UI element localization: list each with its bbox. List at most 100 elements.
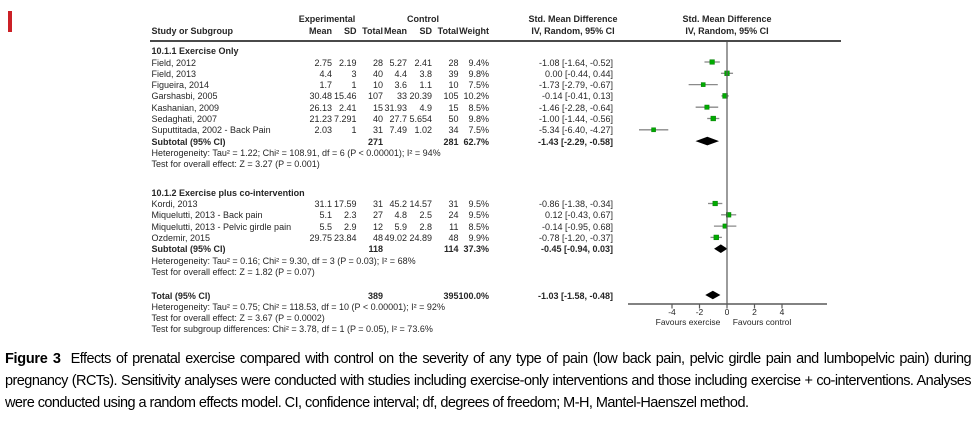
cell-mean2: 45.2 [389, 199, 407, 209]
cell-weight: 100.0% [458, 290, 489, 301]
cell-total1: 10 [372, 80, 383, 91]
cell-mean1: 26.13 [309, 102, 332, 113]
study-name: Ozdemir, 2015 [151, 232, 211, 243]
cell-mean2: 3.6 [394, 80, 407, 91]
study-name: Miquelutti, 2013 - Pelvic girdle pain [151, 221, 292, 232]
cell-sd1: 23.84 [333, 232, 357, 243]
cell-mean1: 31.1 [314, 199, 332, 209]
cell-weight: 9.8% [468, 68, 489, 79]
header-rule [150, 40, 841, 42]
axis-tick-label: -2 [695, 307, 704, 317]
cell-sd2: 24.89 [409, 232, 432, 243]
point-estimate-square [722, 223, 728, 229]
point-estimate-square [700, 82, 706, 87]
axis-tick-label: 0 [724, 307, 730, 317]
cell-total2: 15 [448, 102, 459, 113]
cell-ci_text: -5.34 [-6.40, -4.27] [538, 125, 613, 136]
cell-mean2: 4.4 [394, 68, 407, 79]
cell-ci_text: -0.86 [-1.38, -0.34] [538, 199, 613, 209]
point-estimate-square [724, 70, 730, 76]
header-mean2: Mean [383, 26, 407, 36]
subtotal-label: Subtotal (95% CI) [151, 244, 226, 255]
axis-tick-label: -4 [668, 307, 676, 317]
cell-mean2: 5.9 [394, 221, 407, 232]
cell-sd2: 3.8 [419, 68, 432, 79]
cell-mean2: 4.8 [394, 210, 407, 221]
header-smd-left: Std. Mean Difference [528, 14, 618, 24]
cell-sd1: 2.19 [338, 57, 357, 68]
cell-total1: 28 [372, 57, 383, 68]
header-weight: Weight [459, 26, 489, 36]
cell-total2: 34 [448, 125, 459, 136]
cell-mean1: 21.23 [309, 114, 332, 124]
cell-sd2: 14.57 [409, 199, 432, 209]
cell-total1: 48 [372, 232, 383, 243]
favours-exercise-label: Favours exercise [655, 317, 721, 327]
cell-total1: 389 [367, 290, 383, 301]
heterogeneity-note: Heterogeneity: Tau² = 1.22; Chi² = 108.9… [151, 148, 441, 158]
study-name: Sedaghati, 2007 [151, 114, 218, 124]
header-total1: Total [362, 26, 383, 36]
cell-total1: 40 [372, 68, 383, 79]
cell-total2: 31 [448, 199, 459, 209]
cell-weight: 9.8% [468, 114, 489, 124]
cell-mean2: 33 [396, 91, 407, 102]
study-name: Garshasbi, 2005 [151, 91, 218, 102]
cell-weight: 9.5% [468, 210, 489, 221]
cell-total1: 31 [372, 199, 383, 209]
group-header: 10.1.1 Exercise Only [151, 46, 239, 56]
cell-ci_text: -1.73 [-2.79, -0.67] [538, 80, 613, 91]
header-control: Control [407, 14, 439, 24]
cell-ci_text: -0.78 [-1.20, -0.37] [538, 232, 613, 243]
cell-total2: 395 [443, 290, 459, 301]
axis-tick-label: 2 [752, 307, 757, 317]
subtotal-label: Subtotal (95% CI) [151, 136, 226, 147]
overall-effect-note: Test for overall effect: Z = 3.67 (P = 0… [151, 312, 325, 323]
cell-sd2: 2.8 [419, 221, 432, 232]
cell-sd1: 17.59 [333, 199, 357, 209]
header-mean1: Mean [308, 26, 332, 36]
cell-weight: 9.9% [468, 232, 489, 243]
cell-mean2: 5.27 [389, 57, 407, 68]
point-estimate-square [651, 127, 656, 133]
cell-total2: 105 [443, 91, 459, 102]
study-name: Suputtitada, 2002 - Back Pain [151, 125, 271, 136]
cell-mean1: 2.03 [314, 125, 332, 136]
point-estimate-square [710, 115, 716, 122]
overall-effect-note: Test for overall effect: Z = 3.27 (P = 0… [151, 159, 320, 170]
cell-ci_text: -0.45 [-0.94, 0.03] [540, 244, 613, 255]
cell-mean2: 49.02 [384, 232, 407, 243]
favours-control-label: Favours control [732, 317, 792, 327]
cell-total2: 281 [443, 136, 459, 147]
cell-ci_text: -0.14 [-0.95, 0.68] [541, 221, 613, 232]
header-sd2: SD [419, 26, 432, 36]
cell-weight: 9.5% [468, 199, 489, 209]
cell-total2: 28 [448, 57, 459, 68]
header-experimental: Experimental [298, 14, 356, 24]
cell-ci_text: -0.14 [-0.41, 0.13] [541, 91, 613, 102]
figure-caption-text: Effects of prenatal exercise compared wi… [5, 351, 972, 411]
cell-mean1: 30.48 [309, 91, 332, 102]
cell-total2: 24 [448, 210, 459, 221]
cell-ci_text: -1.00 [-1.44, -0.56] [538, 114, 613, 124]
point-estimate-square [722, 93, 728, 99]
point-estimate-square [712, 200, 718, 207]
cell-mean2: 27.7 [389, 114, 407, 124]
header-smd-right: Std. Mean Difference [682, 14, 772, 24]
point-estimate-square [709, 59, 715, 65]
cell-ci_text: 0.00 [-0.44, 0.44] [544, 68, 613, 79]
red-margin-mark [8, 11, 12, 32]
study-name: Field, 2012 [151, 57, 197, 68]
study-name: Figueira, 2014 [151, 80, 210, 91]
cell-mean1: 1.7 [319, 80, 332, 91]
figure-caption: Figure 3 Effects of prenatal exercise com… [5, 348, 972, 414]
cell-sd1: 1 [351, 125, 357, 136]
cell-total1: 12 [372, 221, 383, 232]
subgroup-differences-note: Test for subgroup differences: Chi² = 3.… [151, 323, 433, 334]
study-name: Field, 2013 [151, 68, 197, 79]
header-study-or-subgroup: Study or Subgroup [151, 26, 234, 36]
cell-ci_text: -1.03 [-1.58, -0.48] [537, 290, 613, 301]
cell-sd2: 5.654 [409, 114, 432, 124]
figure-caption-label: Figure 3 [5, 351, 61, 367]
cell-sd2: 20.39 [409, 91, 432, 102]
